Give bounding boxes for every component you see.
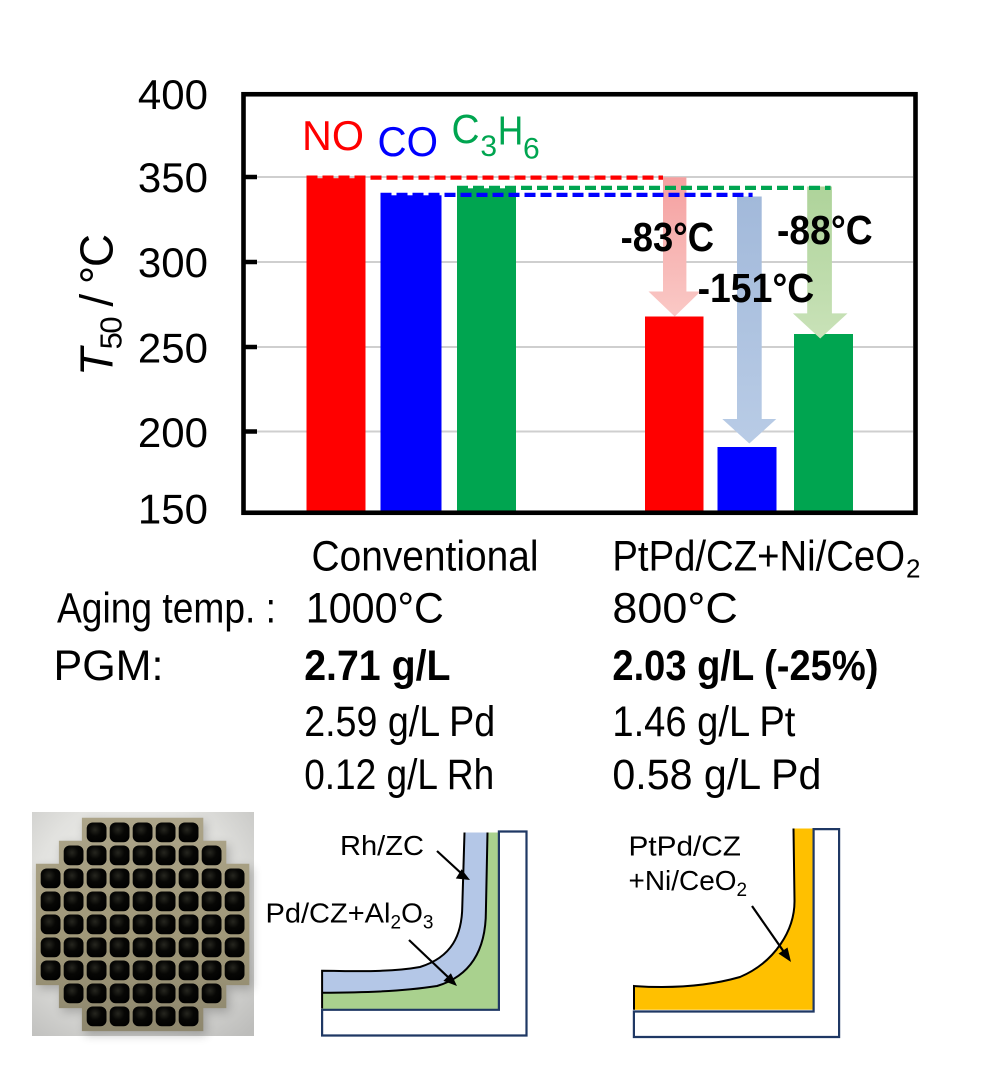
svg-text:1000°C: 1000°C — [306, 585, 444, 633]
svg-text:2.71 g/L: 2.71 g/L — [304, 642, 450, 690]
svg-text:H: H — [498, 108, 524, 154]
svg-text:CO: CO — [378, 118, 439, 165]
svg-text:Conventional: Conventional — [312, 533, 539, 581]
svg-text:3: 3 — [480, 130, 497, 163]
svg-text:+Ni/CeO2: +Ni/CeO2 — [629, 865, 748, 901]
svg-text:C: C — [452, 106, 480, 152]
svg-text:150: 150 — [138, 486, 208, 533]
svg-text:PtPd/CZ: PtPd/CZ — [629, 831, 742, 862]
svg-text:200: 200 — [138, 409, 208, 456]
svg-text:400: 400 — [138, 71, 208, 118]
svg-text:0.12 g/L Rh: 0.12 g/L Rh — [304, 751, 494, 799]
svg-text:800°C: 800°C — [612, 585, 737, 633]
svg-text:2.59 g/L Pd: 2.59 g/L Pd — [304, 698, 495, 746]
svg-text:6: 6 — [523, 133, 540, 166]
svg-text:350: 350 — [138, 154, 208, 201]
svg-text:250: 250 — [138, 325, 208, 372]
svg-text:NO: NO — [302, 112, 364, 159]
svg-text:300: 300 — [138, 239, 208, 286]
svg-text:-88°C: -88°C — [777, 207, 873, 253]
svg-text:-151°C: -151°C — [698, 265, 815, 311]
svg-text:0.58 g/L Pd: 0.58 g/L Pd — [612, 751, 821, 799]
svg-text:T50 / °C: T50 / °C — [71, 235, 129, 376]
svg-text:1.46 g/L Pt: 1.46 g/L Pt — [612, 698, 795, 746]
svg-text:Pd/CZ+Al2O3: Pd/CZ+Al2O3 — [266, 898, 434, 934]
svg-text:2.03 g/L (-25%): 2.03 g/L (-25%) — [612, 642, 878, 690]
svg-text:-83°C: -83°C — [621, 214, 714, 260]
svg-text:Rh/ZC: Rh/ZC — [340, 830, 424, 861]
svg-text:PtPd/CZ+Ni/CeO: PtPd/CZ+Ni/CeO — [612, 533, 905, 581]
svg-text:Aging temp. :: Aging temp. : — [57, 585, 276, 633]
svg-text:2: 2 — [906, 554, 920, 584]
svg-text:PGM:: PGM: — [54, 642, 164, 690]
